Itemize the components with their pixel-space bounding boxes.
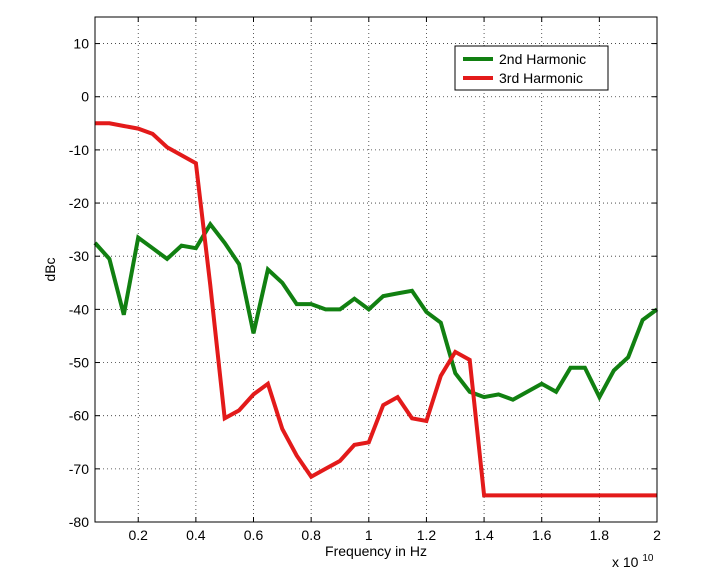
y-tick-label: -60 — [69, 408, 89, 424]
x-exponent-power: 10 — [642, 553, 654, 564]
x-tick-label: 1.4 — [474, 527, 494, 543]
y-tick-label: -50 — [69, 355, 89, 371]
x-tick-label: 0.4 — [186, 527, 206, 543]
y-tick-label: -40 — [69, 301, 89, 317]
y-tick-label: 10 — [73, 36, 89, 52]
x-tick-label: 2 — [653, 527, 661, 543]
y-tick-label: -30 — [69, 248, 89, 264]
y-tick-label: -10 — [69, 142, 89, 158]
series-layer — [93, 121, 659, 498]
x-tick-label: 1 — [365, 527, 373, 543]
y-tick-label: 0 — [81, 89, 89, 105]
series-line-3rd-harmonic — [95, 121, 657, 498]
plot-frame — [94, 16, 658, 523]
plot-area — [95, 17, 657, 522]
x-tick-label: 1.2 — [417, 527, 437, 543]
legend-label-3rd-harmonic: 3rd Harmonic — [499, 70, 583, 86]
y-axis-label: dBc — [42, 257, 58, 281]
y-tick-label: -20 — [69, 195, 89, 211]
legend-label-2nd-harmonic: 2nd Harmonic — [499, 51, 586, 67]
x-exponent-base: x 10 — [612, 554, 639, 570]
x-tick-label: 0.8 — [301, 527, 321, 543]
legend: 2nd Harmonic 3rd Harmonic — [454, 45, 609, 91]
x-tick-label: 1.8 — [590, 527, 610, 543]
legend-box — [454, 45, 609, 91]
y-tick-label: -80 — [69, 514, 89, 530]
x-exponent-label: x 10 10 — [612, 553, 654, 570]
x-tick-label: 0.2 — [128, 527, 148, 543]
x-tick-label: 0.6 — [244, 527, 264, 543]
x-axis-label: Frequency in Hz — [325, 543, 427, 559]
series-line-2nd-harmonic — [93, 220, 659, 402]
x-tick-label: 1.6 — [532, 527, 552, 543]
y-tick-label: -70 — [69, 461, 89, 477]
axis-ticks: 0.2 0.4 0.6 0.8 1 1.2 1.4 1.6 1.8 2 10 0 -10 -20 -30 -4… — [69, 17, 661, 543]
